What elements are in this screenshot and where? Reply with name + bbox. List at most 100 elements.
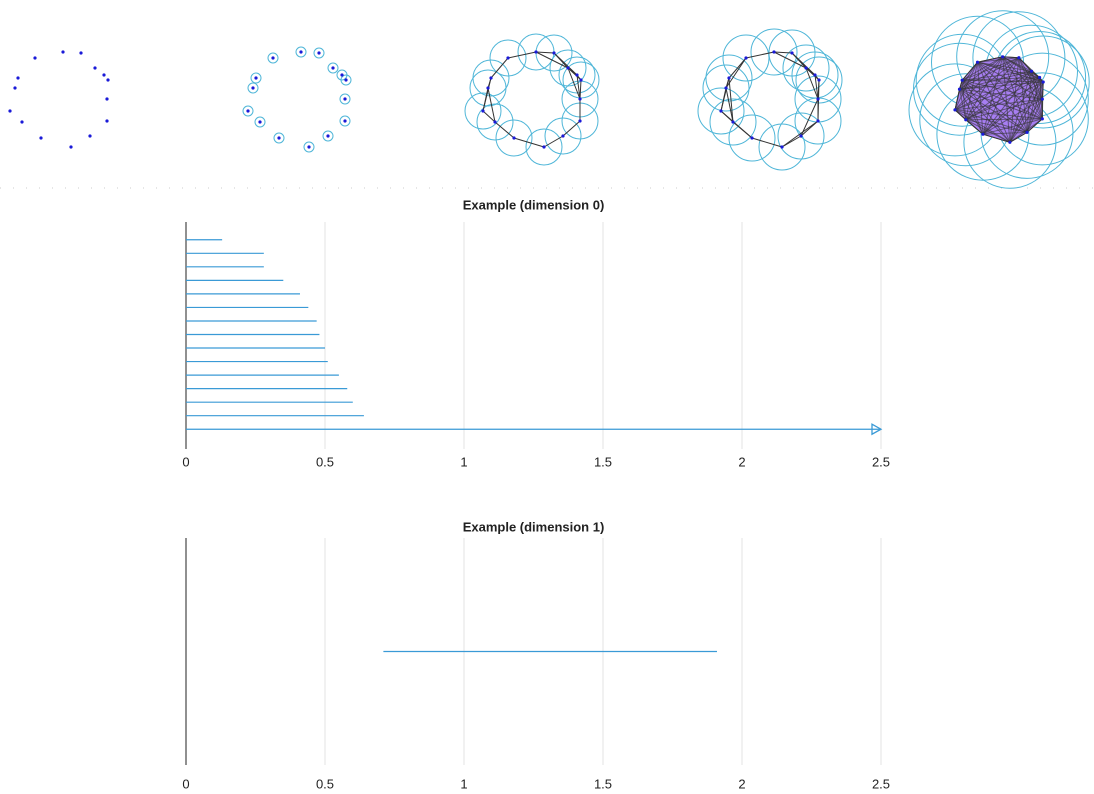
cloud-panel <box>697 28 843 171</box>
point <box>493 120 497 124</box>
point <box>724 86 728 90</box>
ball <box>777 112 825 160</box>
point <box>317 51 321 55</box>
point <box>1041 80 1045 84</box>
point <box>960 78 964 82</box>
point <box>804 66 808 70</box>
edge <box>728 77 734 123</box>
edge <box>1009 118 1043 143</box>
edge <box>1009 57 1020 143</box>
point <box>326 134 330 138</box>
edge <box>781 120 819 148</box>
edge <box>982 118 1043 135</box>
point <box>542 145 546 149</box>
edge <box>954 109 1043 120</box>
edge <box>962 79 1044 83</box>
edge <box>965 57 1020 121</box>
cloud-panel <box>908 10 1090 189</box>
edge <box>1009 131 1028 143</box>
ball <box>782 44 830 92</box>
edge <box>720 87 727 112</box>
point <box>106 78 110 82</box>
point <box>579 78 583 82</box>
edge <box>977 61 1043 120</box>
point <box>964 118 968 122</box>
point <box>957 87 962 91</box>
point <box>33 56 37 60</box>
ball <box>709 98 757 146</box>
edge <box>962 77 1040 81</box>
point <box>813 73 817 77</box>
edge <box>487 87 496 123</box>
edge <box>954 70 1032 111</box>
edge <box>1026 81 1044 133</box>
point <box>1017 56 1021 60</box>
point <box>343 119 347 123</box>
edge <box>773 51 807 69</box>
edge <box>1018 57 1028 133</box>
edge <box>959 88 1043 100</box>
cloud-panel <box>464 33 600 166</box>
point <box>343 97 347 101</box>
point <box>61 50 65 54</box>
edge <box>725 87 734 123</box>
ball <box>250 72 262 84</box>
point <box>258 120 262 124</box>
ball <box>242 105 254 117</box>
point <box>20 120 24 124</box>
point <box>512 136 516 140</box>
x-tick-label: 1 <box>460 776 467 791</box>
point <box>552 51 556 55</box>
ball <box>702 64 750 112</box>
point <box>254 76 258 80</box>
point <box>8 109 12 113</box>
x-tick-label: 2 <box>738 454 745 469</box>
edge <box>982 57 1020 135</box>
point <box>340 73 344 77</box>
ball <box>254 116 266 128</box>
point-cloud-panels <box>8 10 1090 189</box>
edge <box>965 119 984 135</box>
edge <box>576 74 581 100</box>
x-tick-label: 2.5 <box>872 776 890 791</box>
edge <box>962 79 1043 100</box>
edge <box>1009 98 1043 143</box>
edge <box>961 79 1043 120</box>
ball <box>247 82 259 94</box>
point <box>93 66 97 70</box>
point <box>1008 140 1012 144</box>
edge <box>781 135 802 148</box>
ball <box>722 34 770 82</box>
cloud-panel <box>8 50 110 149</box>
edge <box>490 57 509 79</box>
point <box>299 50 303 54</box>
point <box>566 66 570 70</box>
edge <box>961 56 1003 81</box>
point <box>481 109 485 113</box>
point <box>727 76 731 80</box>
edge <box>507 51 537 59</box>
edge <box>494 121 515 139</box>
edge <box>965 118 1043 121</box>
x-tick-label: 1.5 <box>594 776 612 791</box>
edge <box>482 110 496 123</box>
point <box>816 97 820 101</box>
edge <box>962 57 1020 81</box>
edge <box>961 80 984 135</box>
point <box>575 73 579 77</box>
edge <box>482 87 489 112</box>
edge <box>535 51 555 54</box>
x-tick-label: 0 <box>182 454 189 469</box>
x-tick-label: 1.5 <box>594 454 612 469</box>
ball <box>476 103 514 141</box>
cloud-panel <box>242 46 352 153</box>
infinite-arrow <box>871 423 883 436</box>
point <box>719 109 723 113</box>
point <box>1029 69 1034 73</box>
ball <box>339 93 351 105</box>
point <box>744 56 748 60</box>
chart-title: Example (dimension 1) <box>463 519 605 534</box>
point <box>277 136 281 140</box>
edge <box>805 67 819 100</box>
